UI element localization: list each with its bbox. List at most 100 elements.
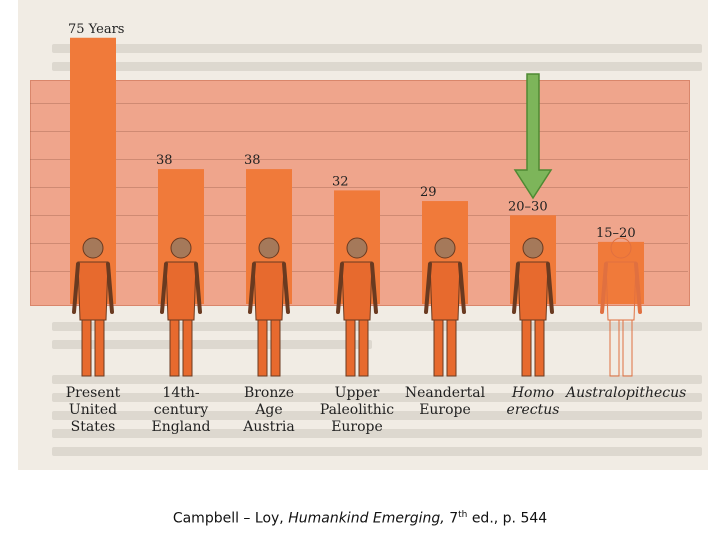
gridline bbox=[30, 131, 688, 132]
human-figure bbox=[160, 237, 202, 377]
category-label-line: United bbox=[68, 402, 118, 418]
figure-arm bbox=[248, 262, 256, 314]
figure-leg bbox=[169, 319, 180, 377]
figure-leg bbox=[81, 319, 92, 377]
category-label-line: Age bbox=[255, 402, 283, 418]
figure-leg bbox=[182, 319, 193, 377]
category-label-line: States bbox=[70, 419, 116, 435]
bar-value-label: 29 bbox=[420, 185, 437, 200]
category-label-line: Homo bbox=[511, 385, 555, 401]
figure-category-label: Homo erectus bbox=[478, 385, 588, 419]
figure-leg bbox=[534, 319, 545, 377]
figure-leg bbox=[622, 319, 633, 377]
caption-edition-page: ed., p. 544 bbox=[471, 510, 548, 527]
figure-arm bbox=[458, 262, 466, 314]
human-figure bbox=[72, 237, 114, 377]
bar-value-label: 38 bbox=[244, 153, 261, 168]
figure-arm bbox=[106, 262, 114, 314]
caption-edition-suffix: th bbox=[458, 510, 468, 520]
figure-category-label: Neandertal Europe bbox=[390, 385, 500, 419]
faded-text-line bbox=[52, 429, 702, 438]
faded-text-line bbox=[52, 44, 702, 53]
figure-arm bbox=[194, 262, 202, 314]
figure-arm bbox=[160, 262, 168, 314]
figure-torso bbox=[165, 261, 197, 321]
figure-arm bbox=[424, 262, 432, 314]
faded-text-line bbox=[52, 375, 702, 384]
figure-torso bbox=[341, 261, 373, 321]
bar bbox=[70, 37, 116, 304]
figure-torso bbox=[517, 261, 549, 321]
bar-value-label: 32 bbox=[332, 174, 349, 189]
faded-text-line bbox=[52, 393, 702, 402]
figure-arm bbox=[512, 262, 520, 314]
figure-arm bbox=[336, 262, 344, 314]
faded-text-line bbox=[52, 411, 702, 420]
figure-leg bbox=[345, 319, 356, 377]
faded-text-line bbox=[52, 340, 372, 349]
caption-authors: Campbell – Loy, bbox=[172, 510, 284, 527]
highlight-arrow-icon bbox=[513, 73, 553, 200]
faded-text-line bbox=[52, 322, 702, 331]
figure-arm bbox=[282, 262, 290, 314]
figure-category-label: Bronze Age Austria bbox=[214, 385, 324, 436]
bar-value-label: 15–20 bbox=[596, 226, 636, 241]
figure-leg bbox=[358, 319, 369, 377]
figure-leg bbox=[446, 319, 457, 377]
gridline bbox=[30, 159, 688, 160]
bar-value-label: 20–30 bbox=[508, 199, 548, 214]
caption-book-title: Humankind Emerging, bbox=[288, 510, 445, 527]
figure-head bbox=[170, 237, 192, 259]
figure-leg bbox=[433, 319, 444, 377]
human-figure bbox=[336, 237, 378, 377]
figure-arm bbox=[72, 262, 80, 314]
figure-head bbox=[610, 237, 632, 259]
category-label-line: Bronze bbox=[243, 385, 295, 401]
figure-head bbox=[82, 237, 104, 259]
figure-leg bbox=[521, 319, 532, 377]
category-label-line: 14th- bbox=[162, 385, 200, 401]
figure-category-label: Upper Paleolithic Europe bbox=[302, 385, 412, 436]
figure-leg bbox=[270, 319, 281, 377]
figure-arm bbox=[634, 262, 642, 314]
caption-edition-number: 7 bbox=[449, 510, 459, 527]
category-label-line: Europe bbox=[331, 419, 383, 435]
figure-category-label: 14th-century England bbox=[126, 385, 236, 436]
faded-text-line bbox=[52, 447, 702, 456]
bar-value-label: 75 Years bbox=[68, 22, 124, 37]
category-label-line: England bbox=[151, 419, 211, 435]
figure-head bbox=[522, 237, 544, 259]
figure-head bbox=[346, 237, 368, 259]
human-figure bbox=[600, 237, 642, 377]
gridline bbox=[30, 103, 688, 104]
gridline bbox=[30, 187, 688, 188]
figure-head bbox=[434, 237, 456, 259]
figure-category-label: Present United States bbox=[38, 385, 148, 436]
category-label-line: Austria bbox=[243, 419, 295, 435]
figure-torso bbox=[253, 261, 285, 321]
category-label-line: Australopithecus bbox=[566, 385, 687, 401]
figure-torso bbox=[77, 261, 109, 321]
figure-torso bbox=[429, 261, 461, 321]
figure-arm bbox=[600, 262, 608, 314]
figure-leg bbox=[257, 319, 268, 377]
caption: Campbell – Loy, Humankind Emerging, 7th … bbox=[0, 510, 720, 527]
human-figure bbox=[424, 237, 466, 377]
figure-leg bbox=[609, 319, 620, 377]
figure-torso bbox=[605, 261, 637, 321]
human-figure bbox=[248, 237, 290, 377]
category-label-line: Upper bbox=[334, 385, 380, 401]
figure-head bbox=[258, 237, 280, 259]
category-label-line: century bbox=[153, 402, 209, 418]
faded-text-line bbox=[52, 62, 702, 71]
category-label-line: erectus bbox=[506, 402, 560, 418]
category-label-line: Present bbox=[65, 385, 121, 401]
category-label-line: Paleolithic bbox=[319, 402, 395, 418]
human-figure bbox=[512, 237, 554, 377]
category-label-line: Europe bbox=[419, 402, 471, 418]
bar-value-label: 38 bbox=[156, 153, 173, 168]
figure-arm bbox=[546, 262, 554, 314]
category-label-line: Neandertal bbox=[404, 385, 486, 401]
